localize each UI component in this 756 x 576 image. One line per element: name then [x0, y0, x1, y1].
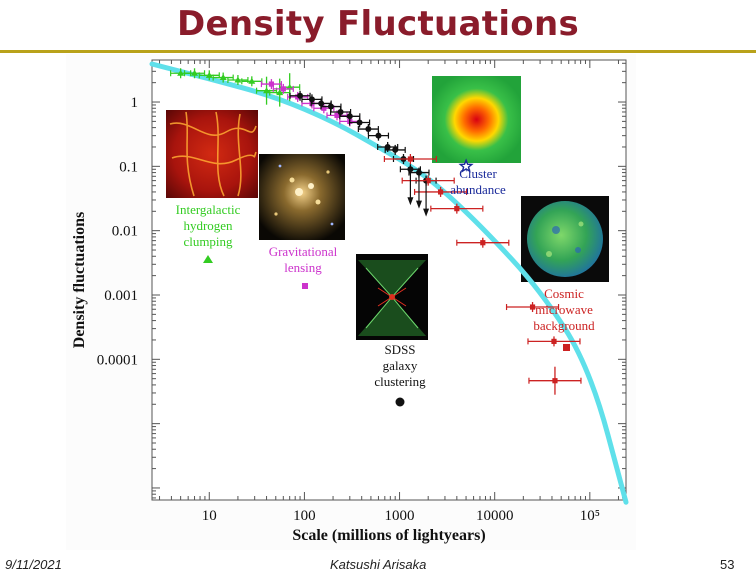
point-s4-2	[437, 189, 444, 195]
y-axis-title: Density fluctuations	[71, 212, 88, 348]
sdss-label-line2: galaxy	[383, 358, 418, 373]
lensing-annotation: Gravitational lensing	[269, 244, 338, 289]
x-tick-label-10000: 10000	[476, 508, 514, 524]
point-s0-0	[177, 69, 185, 76]
series-0	[170, 68, 301, 107]
point-s2-4	[337, 108, 344, 115]
point-s4-6	[551, 338, 557, 344]
point-s1-4	[321, 105, 327, 111]
hydrogen-annotation: Intergalactic hydrogen clumping	[176, 202, 241, 263]
sdss-legend-marker	[395, 397, 405, 407]
cmb-annotation: Cosmic microwave background	[533, 286, 595, 351]
point-s4-3	[454, 206, 460, 212]
point-s1-5	[334, 112, 340, 118]
point-s2-5	[346, 113, 353, 120]
hydrogen-legend-marker	[203, 255, 213, 263]
point-s4-1	[425, 178, 431, 184]
point-s2-3	[327, 103, 334, 110]
point-s2-2	[318, 100, 325, 107]
cmb-label-line1: Cosmic	[544, 286, 584, 301]
sdss-annotation: SDSS galaxy clustering	[374, 342, 426, 407]
cluster-label-line2: abundance	[450, 182, 506, 197]
sdss-label-line3: clustering	[374, 374, 426, 389]
point-s1-1	[280, 86, 286, 92]
cmb-label-line2: microwave	[535, 302, 593, 317]
point-s0-7	[276, 89, 284, 96]
cluster-annotation: Cluster abundance	[450, 166, 506, 197]
cluster-xray-image	[432, 76, 521, 163]
sdss-slice-image	[356, 254, 428, 340]
upper-limit-arrowhead-2	[423, 208, 430, 217]
theory-curve	[149, 61, 629, 505]
x-tick-label-1000: 1000	[385, 508, 415, 524]
point-s2-8	[375, 132, 382, 139]
data-points	[170, 68, 582, 395]
lensing-legend-marker	[302, 283, 308, 289]
y-tick-label-0.001: 0.001	[104, 288, 138, 304]
hydrogen-label-line3: clumping	[183, 234, 233, 249]
y-tick-label-0.1: 0.1	[119, 159, 138, 175]
lensing-label-line1: Gravitational	[269, 244, 338, 259]
point-s0-4	[234, 76, 242, 83]
sdss-label-line1: SDSS	[384, 342, 415, 357]
y-tick-label-0.01: 0.01	[112, 224, 138, 240]
point-s4-7	[552, 378, 558, 384]
y-tick-labels: 1 0.1 0.01 0.001 0.0001	[97, 95, 138, 368]
upper-limit-arrowhead-1	[415, 200, 422, 209]
point-s2-10	[392, 146, 399, 153]
x-tick-labels: 10 100 1000 10000 10⁵	[202, 508, 600, 524]
point-s2-7	[365, 126, 372, 133]
point-s4-5	[529, 304, 536, 310]
series-4	[383, 154, 582, 395]
x-tick-label-1e5: 10⁵	[580, 508, 600, 524]
point-s0-5	[248, 77, 256, 84]
hydrogen-label-line1: Intergalactic	[176, 202, 241, 217]
point-s4-4	[480, 240, 486, 246]
footer-author: Katsushi Arisaka	[330, 557, 427, 572]
point-s3-0	[458, 158, 474, 173]
point-s2-13	[415, 169, 422, 176]
lensing-label-line2: lensing	[284, 260, 322, 275]
hydrogen-label-line2: hydrogen	[183, 218, 233, 233]
cmb-sky-image	[521, 196, 609, 282]
point-s2-9	[384, 143, 391, 150]
point-s0-2	[205, 71, 213, 78]
point-s1-0	[268, 81, 275, 87]
x-axis-title: Scale (millions of lightyears)	[292, 527, 485, 544]
hydrogen-simulation-image	[166, 110, 258, 198]
footer-date: 9/11/2021	[5, 557, 62, 572]
point-s4-0	[407, 156, 413, 162]
y-tick-label-0.0001: 0.0001	[97, 352, 138, 368]
point-s2-1	[308, 96, 315, 103]
page-number: 53	[720, 557, 735, 572]
slide-title: Density Fluctuations	[177, 4, 579, 44]
point-s0-1	[191, 69, 199, 76]
point-s0-6	[263, 87, 271, 94]
cluster-label-line1: Cluster	[459, 166, 497, 181]
point-s0-3	[219, 74, 227, 81]
point-s0-8	[286, 83, 294, 90]
x-tick-label-100: 100	[293, 508, 316, 524]
cmb-label-line3: background	[533, 318, 595, 333]
x-tick-label-10: 10	[202, 508, 217, 524]
minor-ticks	[152, 60, 626, 500]
plot-panel: Intergalactic hydrogen clumping Gravitat…	[66, 54, 636, 550]
title-rule	[0, 50, 756, 53]
major-ticks	[152, 60, 626, 500]
lensing-cluster-image	[259, 154, 345, 240]
point-s2-6	[356, 119, 363, 126]
cmb-legend-marker	[563, 344, 570, 351]
y-tick-label-1: 1	[131, 95, 139, 111]
upper-limit-arrowhead-0	[407, 197, 414, 206]
series-3	[458, 158, 474, 173]
sdss-upper-limit-arrows	[407, 169, 430, 217]
density-chart: Intergalactic hydrogen clumping Gravitat…	[71, 59, 629, 544]
